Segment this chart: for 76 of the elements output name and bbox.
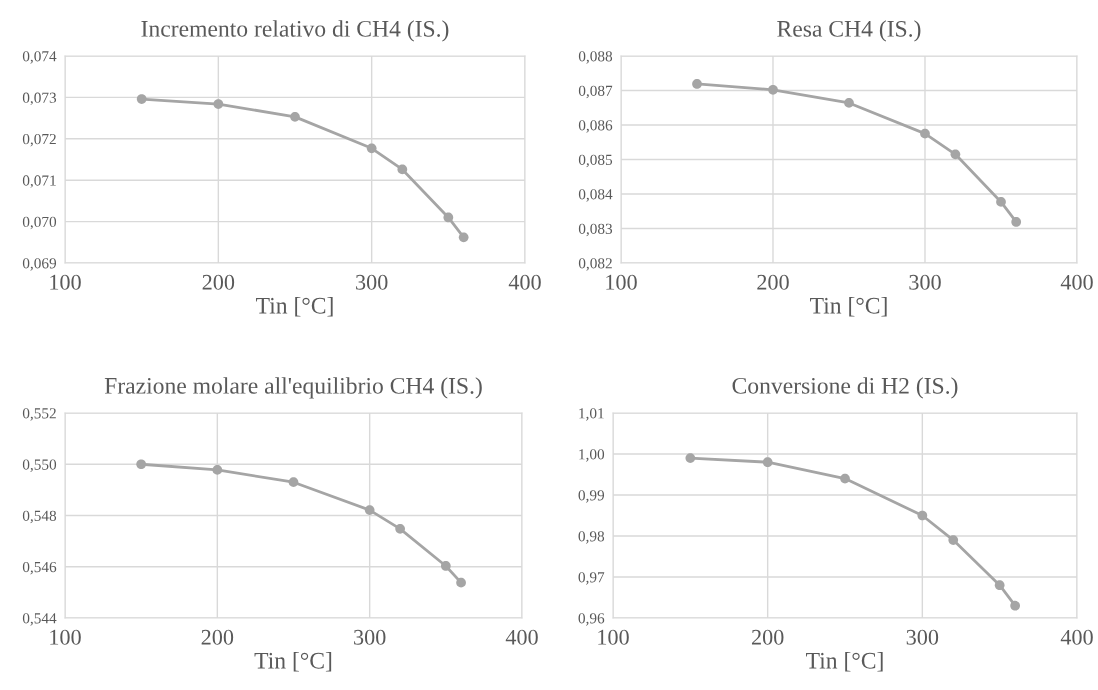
x-tick-label: 100 [50,629,81,645]
y-tick-label: 0,546 [22,561,57,575]
point [288,477,299,488]
point [685,453,696,463]
point [364,505,375,515]
point [840,473,850,484]
point [136,94,147,104]
y-tick-label: 0,552 [22,408,56,421]
x-tick-label: 400 [505,629,538,645]
chart-title: Frazione molare all'equilibrio CH4 (IS.) [104,377,482,399]
point [994,580,1005,591]
y-tick-label: 0,97 [578,572,605,585]
x-axis-title: Tin [°C] [810,297,887,317]
y-tick-label: 0,071 [22,175,56,188]
point [366,143,377,154]
y-tick-label: 1,00 [579,449,605,462]
chart-title: Resa CH4 (IS.) [777,20,921,42]
y-tick-label: 0,069 [22,258,57,271]
y-tick-label: 0,074 [22,51,57,64]
point [996,197,1006,207]
y-tick-label: 0,082 [578,258,612,271]
y-tick-label: 0,99 [578,490,605,503]
point [917,510,928,521]
x-tick-label: 400 [508,274,541,290]
x-tick-label: 100 [606,274,637,290]
x-tick-label: 300 [356,274,388,290]
x-tick-label: 100 [50,274,81,290]
point [950,149,961,160]
x-axis-title: Tin [°C] [806,652,883,672]
point [920,128,930,139]
x-tick-label: 400 [1060,274,1093,290]
x-axis-title: Tin [°C] [256,297,333,317]
x-tick-label: 200 [757,274,789,290]
x-tick-label: 200 [751,629,784,645]
point [443,212,454,223]
chart-title: Incremento relativo di CH4 (IS.) [141,20,449,42]
point [948,535,959,545]
y-tick-label: 0,088 [578,51,613,64]
point [395,523,405,534]
point [290,112,300,122]
point [212,465,223,475]
chart-title: Conversione di H2 (IS.) [732,377,958,399]
y-tick-label: 0,084 [578,189,613,202]
x-tick-label: 200 [201,629,234,645]
y-tick-label: 1,01 [579,408,604,421]
x-tick-label: 200 [202,274,235,290]
x-tick-label: 400 [1060,629,1093,645]
point [762,457,773,468]
y-tick-label: 0,083 [578,223,613,237]
y-tick-label: 0,544 [22,613,57,626]
x-axis-title: Tin [°C] [254,652,332,672]
y-tick-label: 0,96 [578,613,605,626]
x-tick-label: 300 [354,629,386,645]
point [692,79,702,89]
x-tick-label: 300 [909,274,941,290]
y-tick-label: 0,072 [22,133,56,147]
y-tick-label: 0,070 [22,216,57,230]
y-tick-label: 0,98 [578,531,605,544]
y-tick-label: 0,087 [578,85,613,99]
point [136,459,147,470]
point [440,561,451,571]
point [458,232,469,243]
point [397,164,408,175]
y-tick-label: 0,548 [22,510,57,524]
x-tick-label: 100 [598,629,629,645]
point [456,577,466,588]
x-tick-label: 300 [906,629,939,645]
y-tick-label: 0,550 [22,459,57,472]
point [1011,217,1022,227]
y-tick-label: 0,073 [22,92,57,106]
point [844,98,854,108]
point [213,99,224,109]
y-tick-label: 0,085 [578,154,613,168]
point [768,84,778,95]
y-tick-label: 0,086 [578,120,613,133]
point [1010,600,1020,611]
